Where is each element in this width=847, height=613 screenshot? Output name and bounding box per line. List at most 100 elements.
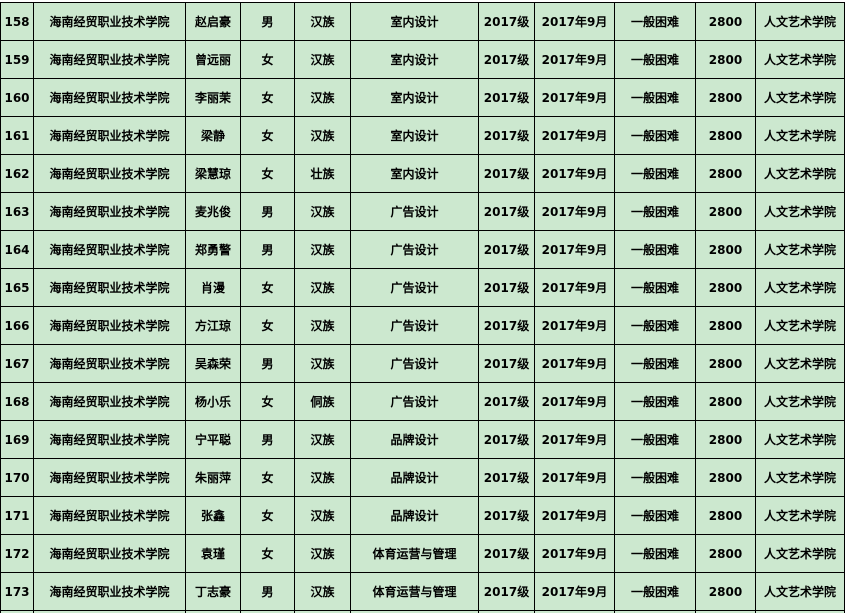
cell-grade[interactable]: 2017级 xyxy=(478,230,535,269)
cell-major[interactable]: 品牌设计 xyxy=(350,458,479,497)
cell-school[interactable]: 海南经贸职业技术学院 xyxy=(33,496,186,535)
cell-no[interactable]: 160 xyxy=(0,78,34,117)
cell-enroll[interactable]: 2017年9月 xyxy=(534,420,615,459)
cell-school[interactable]: 海南经贸职业技术学院 xyxy=(33,420,186,459)
cell-gender[interactable]: 女 xyxy=(240,116,295,155)
cell-college[interactable]: 人文艺术学院 xyxy=(755,496,845,535)
cell-ethnicity[interactable]: 壮族 xyxy=(294,154,351,193)
cell-empty[interactable] xyxy=(755,610,845,613)
cell-college[interactable]: 人文艺术学院 xyxy=(755,572,845,611)
cell-name[interactable]: 吴森荣 xyxy=(185,344,241,383)
cell-name[interactable]: 丁志豪 xyxy=(185,572,241,611)
cell-enroll[interactable]: 2017年9月 xyxy=(534,572,615,611)
cell-enroll[interactable]: 2017年9月 xyxy=(534,154,615,193)
cell-name[interactable]: 张鑫 xyxy=(185,496,241,535)
cell-college[interactable]: 人文艺术学院 xyxy=(755,154,845,193)
cell-major[interactable]: 室内设计 xyxy=(350,154,479,193)
cell-level[interactable]: 一般困难 xyxy=(614,534,696,573)
cell-no[interactable]: 172 xyxy=(0,534,34,573)
cell-gender[interactable]: 女 xyxy=(240,458,295,497)
cell-college[interactable]: 人文艺术学院 xyxy=(755,534,845,573)
cell-enroll[interactable]: 2017年9月 xyxy=(534,458,615,497)
cell-major[interactable]: 体育运营与管理 xyxy=(350,572,479,611)
cell-gender[interactable]: 女 xyxy=(240,306,295,345)
cell-ethnicity[interactable]: 汉族 xyxy=(294,420,351,459)
cell-enroll[interactable]: 2017年9月 xyxy=(534,40,615,79)
cell-no[interactable]: 162 xyxy=(0,154,34,193)
cell-level[interactable]: 一般困难 xyxy=(614,40,696,79)
cell-major[interactable]: 体育运营与管理 xyxy=(350,534,479,573)
cell-level[interactable]: 一般困难 xyxy=(614,382,696,421)
cell-major[interactable]: 广告设计 xyxy=(350,306,479,345)
cell-school[interactable]: 海南经贸职业技术学院 xyxy=(33,192,186,231)
cell-amount[interactable]: 2800 xyxy=(695,2,756,41)
cell-ethnicity[interactable]: 汉族 xyxy=(294,496,351,535)
cell-ethnicity[interactable]: 汉族 xyxy=(294,534,351,573)
cell-grade[interactable]: 2017级 xyxy=(478,154,535,193)
cell-level[interactable]: 一般困难 xyxy=(614,230,696,269)
cell-college[interactable]: 人文艺术学院 xyxy=(755,40,845,79)
cell-ethnicity[interactable]: 汉族 xyxy=(294,458,351,497)
cell-enroll[interactable]: 2017年9月 xyxy=(534,344,615,383)
cell-level[interactable]: 一般困难 xyxy=(614,496,696,535)
cell-name[interactable]: 梁慧琼 xyxy=(185,154,241,193)
cell-grade[interactable]: 2017级 xyxy=(478,306,535,345)
cell-grade[interactable]: 2017级 xyxy=(478,78,535,117)
cell-major[interactable]: 广告设计 xyxy=(350,382,479,421)
cell-college[interactable]: 人文艺术学院 xyxy=(755,344,845,383)
cell-ethnicity[interactable]: 汉族 xyxy=(294,230,351,269)
cell-grade[interactable]: 2017级 xyxy=(478,382,535,421)
cell-college[interactable]: 人文艺术学院 xyxy=(755,306,845,345)
cell-school[interactable]: 海南经贸职业技术学院 xyxy=(33,40,186,79)
cell-ethnicity[interactable]: 汉族 xyxy=(294,306,351,345)
cell-no[interactable]: 168 xyxy=(0,382,34,421)
cell-level[interactable]: 一般困难 xyxy=(614,2,696,41)
cell-grade[interactable]: 2017级 xyxy=(478,268,535,307)
cell-amount[interactable]: 2800 xyxy=(695,78,756,117)
cell-level[interactable]: 一般困难 xyxy=(614,458,696,497)
cell-level[interactable]: 一般困难 xyxy=(614,420,696,459)
cell-name[interactable]: 赵启豪 xyxy=(185,2,241,41)
cell-name[interactable]: 朱丽萍 xyxy=(185,458,241,497)
cell-school[interactable]: 海南经贸职业技术学院 xyxy=(33,116,186,155)
cell-amount[interactable]: 2800 xyxy=(695,382,756,421)
cell-grade[interactable]: 2017级 xyxy=(478,2,535,41)
cell-school[interactable]: 海南经贸职业技术学院 xyxy=(33,2,186,41)
cell-school[interactable]: 海南经贸职业技术学院 xyxy=(33,306,186,345)
cell-no[interactable]: 169 xyxy=(0,420,34,459)
cell-level[interactable]: 一般困难 xyxy=(614,306,696,345)
cell-amount[interactable]: 2800 xyxy=(695,230,756,269)
cell-grade[interactable]: 2017级 xyxy=(478,40,535,79)
cell-amount[interactable]: 2800 xyxy=(695,154,756,193)
cell-name[interactable]: 杨小乐 xyxy=(185,382,241,421)
cell-enroll[interactable]: 2017年9月 xyxy=(534,534,615,573)
cell-name[interactable]: 郑勇警 xyxy=(185,230,241,269)
cell-no[interactable]: 170 xyxy=(0,458,34,497)
cell-major[interactable]: 室内设计 xyxy=(350,116,479,155)
cell-major[interactable]: 室内设计 xyxy=(350,40,479,79)
cell-college[interactable]: 人文艺术学院 xyxy=(755,78,845,117)
cell-gender[interactable]: 女 xyxy=(240,534,295,573)
cell-enroll[interactable]: 2017年9月 xyxy=(534,192,615,231)
cell-major[interactable]: 室内设计 xyxy=(350,78,479,117)
cell-level[interactable]: 一般困难 xyxy=(614,78,696,117)
cell-college[interactable]: 人文艺术学院 xyxy=(755,2,845,41)
cell-gender[interactable]: 男 xyxy=(240,572,295,611)
cell-gender[interactable]: 女 xyxy=(240,382,295,421)
cell-ethnicity[interactable]: 汉族 xyxy=(294,78,351,117)
cell-grade[interactable]: 2017级 xyxy=(478,534,535,573)
cell-name[interactable]: 麦兆俊 xyxy=(185,192,241,231)
cell-college[interactable]: 人文艺术学院 xyxy=(755,458,845,497)
cell-gender[interactable]: 女 xyxy=(240,496,295,535)
cell-gender[interactable]: 男 xyxy=(240,420,295,459)
cell-grade[interactable]: 2017级 xyxy=(478,572,535,611)
cell-major[interactable]: 品牌设计 xyxy=(350,496,479,535)
cell-name[interactable]: 梁静 xyxy=(185,116,241,155)
cell-grade[interactable]: 2017级 xyxy=(478,420,535,459)
cell-amount[interactable]: 2800 xyxy=(695,572,756,611)
cell-school[interactable]: 海南经贸职业技术学院 xyxy=(33,458,186,497)
cell-no[interactable]: 165 xyxy=(0,268,34,307)
cell-amount[interactable]: 2800 xyxy=(695,268,756,307)
cell-major[interactable]: 品牌设计 xyxy=(350,420,479,459)
cell-no[interactable]: 167 xyxy=(0,344,34,383)
